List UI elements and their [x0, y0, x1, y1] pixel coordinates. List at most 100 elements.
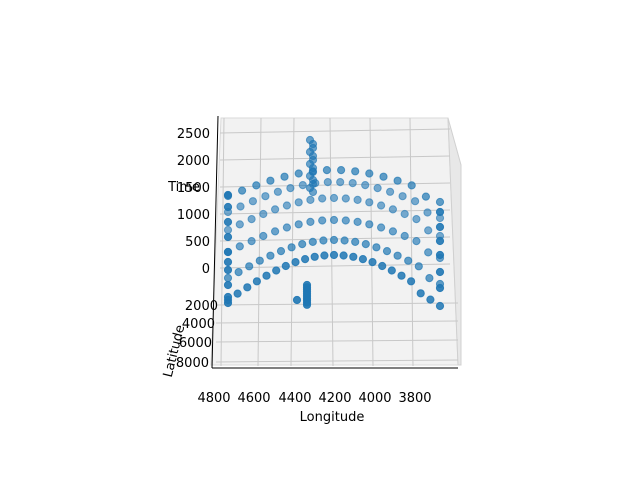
data-point — [308, 187, 318, 197]
data-point — [247, 215, 256, 224]
data-point — [400, 231, 409, 241]
data-point — [379, 172, 388, 181]
data-point — [368, 258, 377, 267]
z-tick-label: 1000 — [177, 208, 210, 223]
data-point — [292, 295, 302, 305]
tick-labels: 0 500 1000 1500 2000 2500 2000 4000 6000 8000 4800… — [176, 127, 432, 406]
data-point — [322, 166, 331, 175]
data-point — [329, 235, 339, 245]
data-point — [234, 268, 243, 277]
lon-grid-line — [290, 117, 295, 367]
data-point — [426, 295, 435, 304]
x-axis-label: Longitude — [300, 410, 365, 425]
data-point — [223, 273, 233, 283]
lon-grid-line — [220, 117, 225, 367]
data-point — [291, 258, 300, 267]
data-point — [287, 243, 296, 252]
data-point — [223, 265, 233, 275]
lon-grid-line — [369, 117, 374, 367]
x-tick-label: 4000 — [358, 391, 391, 406]
data-point — [414, 262, 423, 271]
data-point — [294, 169, 303, 178]
lat-grid-line — [215, 359, 459, 363]
data-point — [280, 172, 289, 181]
data-point — [361, 240, 370, 249]
data-point — [400, 209, 409, 219]
data-point — [320, 251, 329, 260]
data-point — [353, 195, 362, 204]
data-point — [248, 197, 257, 206]
y-tick-label: 6000 — [179, 336, 212, 351]
data-point — [310, 252, 319, 261]
data-point — [245, 262, 254, 271]
data-point — [365, 198, 374, 207]
data-point — [319, 236, 328, 245]
data-point — [272, 266, 281, 275]
data-point — [435, 207, 445, 217]
data-point — [398, 192, 407, 201]
data-point — [393, 176, 402, 185]
data-point — [223, 190, 233, 200]
data-point — [223, 225, 233, 235]
data-point — [329, 250, 339, 260]
z-tick-label: 0 — [202, 262, 210, 277]
x-tick-label: 4400 — [278, 391, 311, 406]
z-tick-label: 2000 — [177, 154, 210, 169]
data-point — [223, 257, 233, 267]
data-point — [421, 192, 430, 201]
data-point — [238, 186, 247, 195]
data-point — [223, 247, 233, 257]
data-point — [435, 250, 445, 260]
data-point — [323, 178, 332, 187]
data-point — [377, 201, 386, 210]
data-point — [233, 289, 242, 298]
z-tick-label: 1500 — [177, 181, 210, 196]
data-point — [348, 179, 357, 188]
time-grid-line — [219, 209, 451, 215]
data-point — [308, 237, 317, 246]
data-point — [412, 215, 421, 224]
data-point — [407, 181, 416, 190]
data-point — [365, 169, 374, 178]
data-point — [259, 231, 268, 241]
data-point — [377, 223, 386, 232]
z-tick-label: 2500 — [177, 127, 210, 142]
x-tick-label: 4200 — [318, 391, 351, 406]
data-point — [298, 240, 307, 249]
data-point — [223, 232, 233, 242]
data-point — [318, 194, 327, 203]
data-point — [262, 271, 271, 280]
data-point — [351, 167, 360, 176]
data-point — [382, 247, 392, 256]
y-tick-label: 8000 — [176, 356, 209, 371]
data-point — [435, 301, 445, 311]
data-point — [412, 237, 421, 246]
data-point — [223, 298, 233, 308]
data-point — [223, 280, 233, 290]
time-grid-line — [219, 155, 451, 161]
lat-grid-line — [215, 339, 459, 343]
data-point — [266, 176, 275, 185]
y-tick-label: 4000 — [182, 317, 215, 332]
data-point — [416, 289, 425, 298]
data-point — [341, 216, 350, 225]
data-point — [243, 283, 252, 292]
data-point — [306, 195, 315, 204]
data-point — [393, 251, 402, 260]
data-point — [273, 187, 282, 196]
z-tick-label: 500 — [185, 235, 210, 250]
data-points — [223, 135, 445, 311]
data-point — [247, 237, 256, 246]
data-point — [361, 181, 370, 190]
x-tick-label: 4600 — [237, 391, 270, 406]
grid-lines — [215, 117, 459, 367]
data-point — [378, 261, 387, 271]
data-point — [235, 220, 244, 229]
data-point — [223, 217, 233, 227]
x-tick-label: 3800 — [398, 391, 431, 406]
data-point — [387, 266, 396, 275]
data-point — [349, 252, 358, 261]
data-point — [294, 220, 303, 229]
data-point — [423, 208, 432, 217]
